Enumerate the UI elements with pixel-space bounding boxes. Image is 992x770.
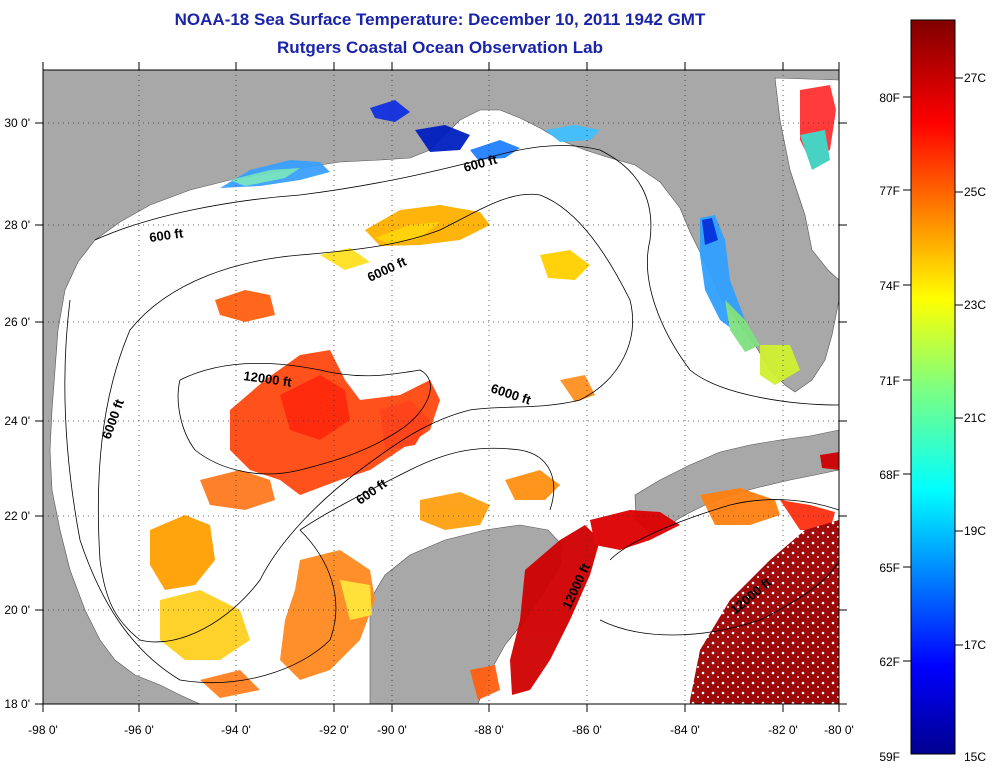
map-title: NOAA-18 Sea Surface Temperature: Decembe… bbox=[174, 10, 706, 29]
contour-label-12000ft: 12000 ft bbox=[243, 368, 294, 390]
y-tick-label: 30 0' bbox=[4, 116, 30, 130]
colorbar-f-label: 68F bbox=[879, 468, 900, 482]
colorbar-c-label: 17C bbox=[964, 638, 986, 652]
y-tick-label: 20 0' bbox=[4, 603, 30, 617]
colorbar-f-label: 80F bbox=[879, 91, 900, 105]
colorbar-f-label: 74F bbox=[879, 279, 900, 293]
x-tick-label: -86 0' bbox=[572, 723, 602, 737]
bathymetry-contours bbox=[64, 145, 839, 683]
x-tick-label: -84 0' bbox=[670, 723, 700, 737]
sst-data-layer bbox=[150, 85, 839, 704]
y-tick-label: 18 0' bbox=[4, 697, 30, 711]
x-tick-label: -92 0' bbox=[319, 723, 349, 737]
colorbar-gradient bbox=[910, 19, 956, 755]
x-tick-label: -98 0' bbox=[28, 723, 58, 737]
y-tick-label: 28 0' bbox=[4, 218, 30, 232]
y-tick-label: 26 0' bbox=[4, 315, 30, 329]
colorbar-f-label: 77F bbox=[879, 184, 900, 198]
y-axis-labels: 18 0' 20 0' 22 0' 24 0' 26 0' 28 0' 30 0… bbox=[4, 116, 30, 711]
graticule bbox=[43, 70, 839, 704]
x-tick-label: -96 0' bbox=[124, 723, 154, 737]
x-tick-label: -94 0' bbox=[221, 723, 251, 737]
y-tick-label: 24 0' bbox=[4, 414, 30, 428]
colorbar-c-label: 19C bbox=[964, 524, 986, 538]
x-tick-label: -80 0' bbox=[824, 723, 854, 737]
axis-ticks bbox=[35, 62, 847, 712]
x-tick-label: -88 0' bbox=[474, 723, 504, 737]
colorbar-f-label: 71F bbox=[879, 374, 900, 388]
contour-label-600ft: 600 ft bbox=[148, 225, 184, 245]
colorbar-c-label: 21C bbox=[964, 411, 986, 425]
map-subtitle: Rutgers Coastal Ocean Observation Lab bbox=[277, 38, 603, 57]
colorbar-f-label: 65F bbox=[879, 561, 900, 575]
colorbar-c-label: 27C bbox=[964, 71, 986, 85]
y-tick-label: 22 0' bbox=[4, 509, 30, 523]
x-tick-label: -82 0' bbox=[768, 723, 798, 737]
x-axis-labels: -98 0' -96 0' -94 0' -92 0' -90 0' -88 0… bbox=[28, 723, 854, 737]
colorbar-f-label: 59F bbox=[879, 750, 900, 764]
colorbar-c-label: 25C bbox=[964, 185, 986, 199]
colorbar-c-label: 23C bbox=[964, 298, 986, 312]
x-tick-label: -90 0' bbox=[377, 723, 407, 737]
colorbar-f-label: 62F bbox=[879, 655, 900, 669]
colorbar-c-label: 15C bbox=[964, 750, 986, 764]
colorbar: 80F 77F 74F 71F 68F 65F 62F 59F 27C 25C … bbox=[879, 19, 986, 764]
